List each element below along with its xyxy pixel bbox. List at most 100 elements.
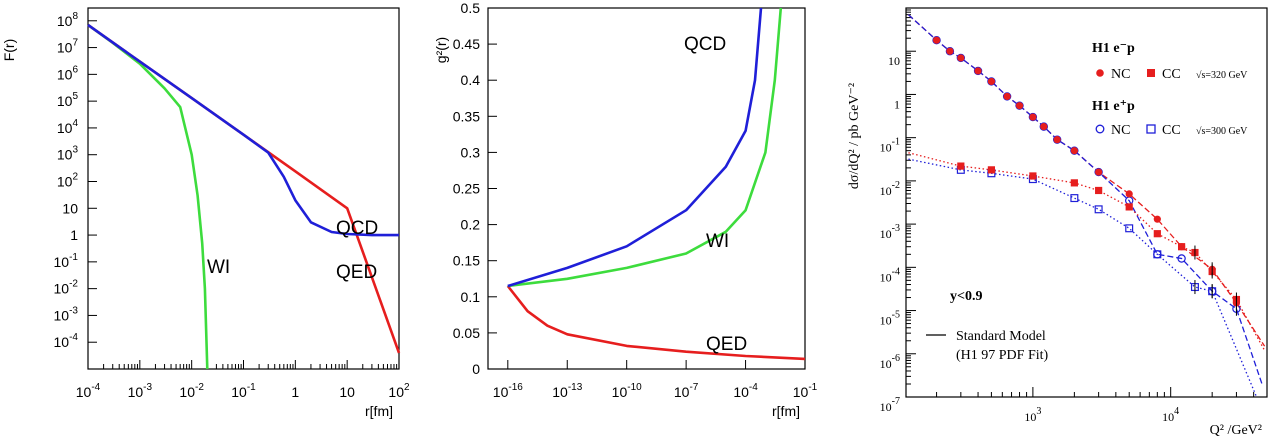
point-filled-square	[957, 162, 965, 170]
y-tick-label: 10-4	[880, 266, 900, 284]
y-tick-label: 105	[57, 91, 79, 109]
legend-model-1: Standard Model	[956, 329, 1046, 344]
series-qcd-line	[87, 23, 399, 237]
series-wi-line	[507, 7, 783, 288]
point-filled-circle	[1177, 243, 1186, 251]
series-qed-line	[506, 285, 806, 361]
x-axis-label: r[fm]	[365, 403, 393, 419]
point-filled-circle	[1015, 102, 1024, 110]
y-axis-label: g²(r)	[433, 37, 449, 63]
legend-nc-label-2: NC	[1111, 123, 1130, 138]
point-filled-circle	[974, 67, 982, 75]
y-tick-label: 0.2	[461, 217, 481, 233]
annotation-qcd: QCD	[684, 34, 726, 55]
point-open-square	[1125, 224, 1134, 233]
point-filled-square	[1125, 203, 1133, 211]
y-tick-label: 1	[894, 97, 900, 111]
legend-cc-label-2: CC	[1162, 123, 1181, 138]
legend-sqrt1: √s=320 GeV	[1196, 70, 1248, 81]
x-tick-label: 10-10	[612, 382, 642, 400]
cut-label: y<0.9	[950, 289, 982, 304]
y-tick-label: 10-1	[880, 137, 900, 155]
y-tick-label: 0.3	[461, 144, 481, 160]
point-filled-square	[1153, 230, 1161, 238]
y-tick-label: 0.25	[453, 181, 480, 197]
plot-frame	[87, 7, 400, 370]
y-tick-label: 0.15	[453, 253, 480, 269]
legend-cc-label: CC	[1162, 67, 1181, 82]
y-ticks: 10 1 10-1 10-2 10-3 10-4 10-5 10-6 10-7	[880, 9, 916, 414]
legend-nc-minus-marker	[1096, 69, 1104, 77]
y-tick-label: 102	[57, 171, 79, 189]
point-filled-square	[1070, 179, 1078, 187]
x-axis-label: r[fm]	[772, 403, 800, 419]
legend: H1 e⁻p NC CC √s=320 GeV H1 e⁺p NC CC √s=…	[926, 41, 1248, 363]
point-filled-circle	[1003, 92, 1011, 101]
y-tick-label: 0.1	[461, 289, 481, 305]
x-tick-label: 10-3	[128, 382, 153, 400]
y-tick-label: 0.5	[461, 0, 481, 16]
y-tick-label: 104	[57, 118, 79, 136]
series-qed-line	[87, 23, 401, 354]
x-tick-label: 103	[1024, 406, 1041, 424]
y-tick-label: 107	[57, 38, 79, 56]
y-tick-label: 10-5	[880, 310, 900, 328]
point-filled-square	[987, 166, 996, 174]
point-filled-circle	[1053, 136, 1061, 144]
legend-nc-label: NC	[1111, 67, 1130, 82]
x-tick-label: 10	[339, 384, 355, 400]
annotation-qed: QED	[336, 262, 377, 283]
plot-frame	[905, 7, 1268, 398]
point-filled-circle	[1040, 123, 1048, 131]
y-tick-label: 10-3	[880, 223, 900, 241]
curves	[87, 23, 401, 370]
y-axis-label: F(r)	[1, 39, 17, 62]
y-tick-label: 106	[57, 64, 79, 82]
y-tick-label: 10	[888, 54, 900, 68]
point-filled-square	[1095, 186, 1103, 195]
legend-cc-plus-marker	[1146, 124, 1156, 134]
y-tick-label: 10-1	[54, 252, 79, 270]
x-axis-label: Q² /GeV²	[1210, 423, 1262, 438]
point-filled-circle	[1070, 147, 1078, 155]
point-filled-circle	[1095, 168, 1103, 176]
y-tick-label: 0.4	[461, 72, 481, 88]
y-ticks: 0 0.05 0.1 0.15 0.2 0.25 0.3 0.35 0.4 0.45 0.5	[453, 0, 497, 377]
point-filled-square	[1029, 172, 1037, 180]
chart-h1-cross-section: dσ/dQ² / pb GeV⁻² Q² /GeV² 10110-110-210…	[847, 7, 1268, 438]
point-filled-circle	[946, 47, 954, 55]
fit-cc-plus	[908, 158, 1258, 398]
chart-f-of-r: F(r) r[fm] 10810710610510410310210110-11…	[1, 7, 410, 419]
x-ticks: 10-16 10-13 10-10 10-7 10-4 10-1	[493, 360, 818, 400]
x-tick-label: 10-1	[231, 382, 256, 400]
chart-g-squared: g²(r) r[fm] 0 0.05 0.1 0.15 0.2 0.25 0.3 0.35 0.…	[433, 0, 818, 419]
legend-group2-title: H1 e⁺p	[1092, 99, 1135, 114]
y-tick-label: 10	[62, 200, 78, 216]
y-tick-label: 0.45	[453, 36, 480, 52]
annotation-wi: WI	[706, 231, 729, 252]
x-tick-label: 102	[388, 382, 410, 400]
x-tick-label: 10-13	[552, 382, 582, 400]
series-qcd-line	[507, 7, 763, 288]
y-tick-label: 0.35	[453, 108, 480, 124]
x-tick-label: 10-7	[674, 382, 699, 400]
curves	[506, 7, 806, 361]
y-tick-label: 103	[57, 145, 79, 163]
x-tick-label: 10-16	[493, 382, 523, 400]
point-open-square	[1070, 194, 1079, 203]
legend-model-2: (H1 97 PDF Fit)	[956, 348, 1049, 363]
x-tick-label: 10-1	[793, 382, 818, 400]
data-points	[932, 35, 1241, 316]
annotation-wi: WI	[207, 257, 230, 278]
legend-cc-minus-marker	[1147, 69, 1155, 77]
y-tick-label: 0.05	[453, 325, 480, 341]
legend-sqrt2: √s=300 GeV	[1196, 126, 1248, 137]
point-filled-circle	[957, 54, 965, 62]
point-open-square	[1094, 205, 1103, 214]
x-tick-label: 104	[1162, 406, 1179, 424]
x-ticks: 103 104	[936, 387, 1255, 424]
point-filled-circle	[987, 77, 996, 86]
y-tick-label: 10-2	[54, 279, 79, 297]
